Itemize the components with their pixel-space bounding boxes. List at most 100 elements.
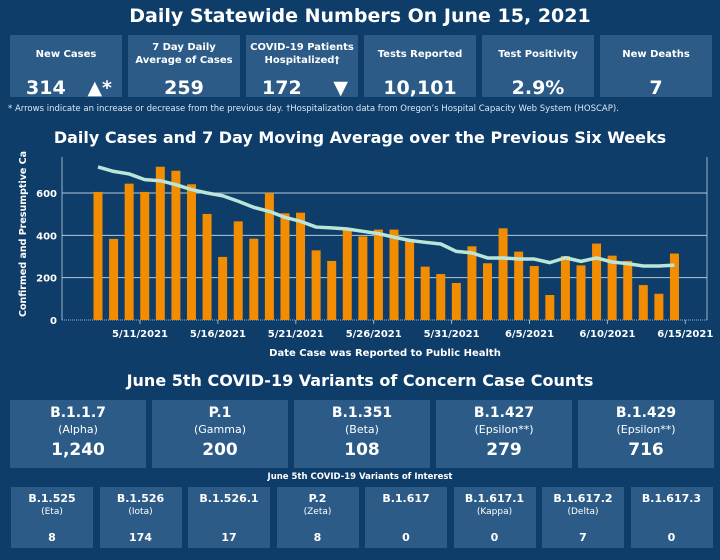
variant-count: 174 bbox=[129, 531, 152, 544]
trend-arrow-icon: ▲* bbox=[87, 77, 112, 99]
case-bar bbox=[109, 238, 119, 320]
stat-card: Tests Reported 10,101 bbox=[364, 35, 476, 99]
variant-name: B.1.1.7 bbox=[50, 405, 106, 421]
variant-count: 1,240 bbox=[51, 440, 105, 460]
case-bar bbox=[607, 255, 617, 320]
variant-name: B.1.617 bbox=[382, 492, 430, 505]
variant-label: (Zeta) bbox=[303, 507, 332, 517]
variant-name: B.1.617.2 bbox=[553, 492, 613, 505]
case-bar bbox=[171, 170, 181, 320]
stat-value-row: 172 ▼ bbox=[246, 77, 358, 99]
variant-label bbox=[188, 507, 270, 519]
case-bar bbox=[483, 263, 492, 320]
case-bar bbox=[467, 246, 477, 320]
case-bar bbox=[233, 221, 243, 320]
case-bar bbox=[296, 212, 306, 320]
variant-label: (Alpha) bbox=[58, 423, 98, 436]
stat-label: Tests Reported bbox=[377, 48, 463, 60]
variant-label: (Iota) bbox=[128, 507, 153, 517]
variant-label: (Kappa) bbox=[476, 507, 513, 517]
case-bar bbox=[654, 293, 664, 320]
case-bar bbox=[560, 256, 570, 320]
case-bar bbox=[327, 260, 337, 320]
variant-card: B.1.427 (Epsilon**) 279 bbox=[436, 400, 572, 468]
variant-name: B.1.526 bbox=[116, 492, 165, 505]
stat-card: 7 Day Daily Average of Cases 259 bbox=[128, 35, 240, 99]
variant-name: P.1 bbox=[208, 405, 232, 421]
case-bar bbox=[140, 191, 150, 320]
stat-value-row: 7 bbox=[600, 77, 712, 99]
voc-title: June 5th COVID-19 Variants of Concern Ca… bbox=[126, 371, 594, 390]
y-tick-label: 200 bbox=[36, 274, 57, 285]
stat-value: 314 bbox=[26, 77, 66, 99]
variant-label: (Beta) bbox=[345, 423, 379, 436]
variant-count: 0 bbox=[402, 531, 410, 544]
case-bar bbox=[514, 251, 524, 320]
variant-card: B.1.526 (Iota) 174 bbox=[99, 487, 182, 548]
voi-title: June 5th COVID-19 Variants of Interest bbox=[267, 472, 453, 482]
case-bar bbox=[218, 256, 228, 320]
page-title: Daily Statewide Numbers On June 15, 2021 bbox=[129, 5, 591, 27]
chart-title: Daily Cases and 7 Day Moving Average ove… bbox=[53, 128, 667, 147]
case-bar bbox=[405, 241, 415, 320]
stat-value: 10,101 bbox=[383, 77, 457, 99]
variant-card: B.1.617 0 bbox=[365, 487, 447, 548]
stat-value-row: 2.9% bbox=[482, 77, 594, 99]
variant-label: (Delta) bbox=[567, 507, 599, 517]
stat-value: 2.9% bbox=[511, 77, 565, 99]
x-tick-label: 5/26/2021 bbox=[346, 329, 402, 340]
case-bar bbox=[202, 213, 212, 320]
stat-label: Test Positivity bbox=[498, 48, 578, 60]
y-tick-label: 0 bbox=[50, 316, 57, 327]
case-bar bbox=[373, 229, 383, 320]
x-tick-label: 5/31/2021 bbox=[424, 329, 480, 340]
variant-card: B.1.617.1 (Kappa) 0 bbox=[453, 487, 536, 548]
stat-label: New Cases bbox=[35, 48, 97, 60]
variant-name: B.1.525 bbox=[28, 492, 76, 505]
x-axis-title: Date Case was Reported to Public Health bbox=[269, 348, 501, 359]
variant-count: 0 bbox=[490, 531, 499, 544]
case-bar bbox=[311, 250, 321, 320]
variant-count: 108 bbox=[344, 440, 380, 460]
variant-label bbox=[365, 507, 447, 519]
case-bar bbox=[342, 229, 352, 320]
variant-count: 716 bbox=[628, 440, 664, 460]
case-bar bbox=[529, 266, 539, 320]
variant-name: B.1.617.3 bbox=[641, 492, 702, 505]
variant-name: B.1.351 bbox=[331, 405, 393, 421]
stat-card: COVID-19 Patients Hospitalized† 172 ▼ bbox=[246, 35, 358, 99]
variant-name: B.1.429 bbox=[615, 405, 677, 421]
variant-count: 8 bbox=[48, 531, 56, 544]
x-tick-label: 5/11/2021 bbox=[112, 329, 168, 340]
variant-label: (Epsilon**) bbox=[616, 423, 676, 436]
stat-value: 172 bbox=[262, 77, 302, 99]
stat-card: New Cases 314 ▲* bbox=[10, 35, 122, 99]
moving-average-line bbox=[97, 165, 675, 268]
trend-arrow-icon: ▼ bbox=[333, 77, 348, 99]
variant-card: B.1.429 (Epsilon**) 716 bbox=[578, 400, 714, 468]
variant-name: B.1.617.1 bbox=[464, 492, 525, 505]
variant-label: (Gamma) bbox=[193, 423, 247, 436]
case-bar bbox=[669, 253, 679, 320]
variant-name: B.1.427 bbox=[473, 405, 535, 421]
stat-label: 7 Day Daily Average of Cases bbox=[135, 42, 233, 66]
case-bar bbox=[638, 285, 648, 320]
x-tick-label: 5/21/2021 bbox=[268, 329, 324, 340]
case-bar bbox=[498, 228, 508, 320]
x-tick-label: 6/10/2021 bbox=[579, 329, 635, 340]
stat-value: 7 bbox=[649, 77, 663, 99]
stat-value-row: 259 bbox=[128, 77, 240, 99]
variant-card: B.1.526.1 17 bbox=[188, 487, 270, 548]
case-bar bbox=[186, 184, 196, 320]
stat-label: New Deaths bbox=[622, 48, 690, 60]
variant-count: 7 bbox=[579, 531, 587, 544]
stat-card: Test Positivity 2.9% bbox=[482, 35, 594, 99]
case-bar bbox=[420, 266, 430, 320]
variant-label bbox=[631, 507, 713, 519]
variant-card: P.2 (Zeta) 8 bbox=[276, 487, 359, 548]
variant-card: B.1.617.2 (Delta) 7 bbox=[542, 487, 624, 548]
case-bar bbox=[280, 213, 290, 320]
case-bar bbox=[358, 236, 368, 320]
cases-chart: 0 200 400 600 5/11/2021 5/16/2021 5/21/2021 5/2… bbox=[18, 150, 713, 359]
case-bar bbox=[389, 229, 399, 320]
